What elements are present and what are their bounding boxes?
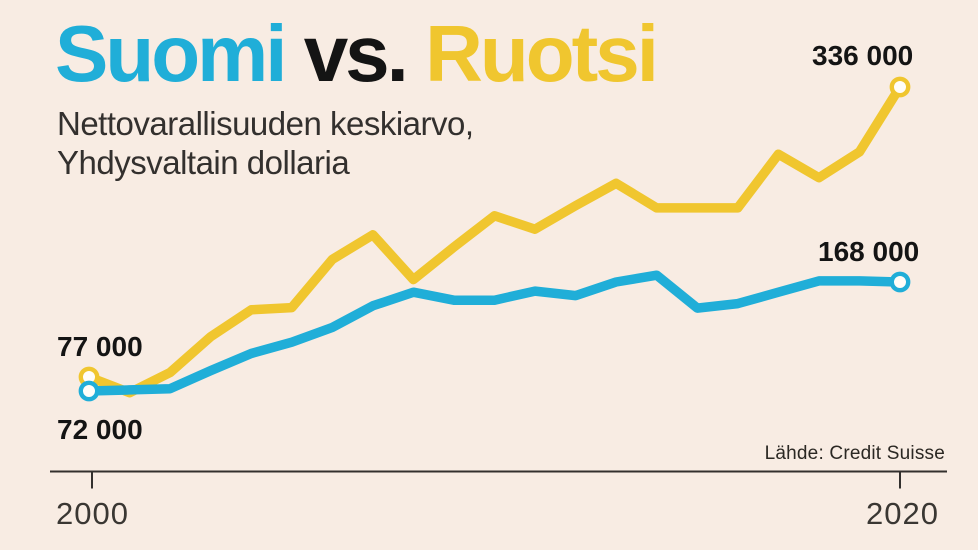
ruotsi-line — [84, 82, 905, 398]
ruotsi-end-value-label: 336 000 — [812, 40, 914, 71]
chart-subtitle-line1: Nettovarallisuuden keskiarvo, — [57, 105, 474, 142]
ruotsi-end-marker — [889, 76, 911, 98]
chart-subtitle-line2: Yhdysvaltain dollaria — [57, 144, 350, 181]
suomi-line — [84, 270, 905, 396]
title-ruotsi: Ruotsi — [425, 9, 659, 98]
x-axis-label-2020: 2020 — [866, 496, 939, 531]
title-vs-text: vs. — [303, 9, 409, 98]
suomi-end-value-label: 168 000 — [818, 236, 920, 267]
x-axis-label-2000: 2000 — [56, 496, 129, 531]
chart-subtitle: Nettovarallisuuden keskiarvo, Yhdysvalta… — [57, 104, 474, 182]
ruotsi-start-value-label: 77 000 — [57, 331, 143, 362]
source-credit: Lähde: Credit Suisse — [764, 443, 945, 464]
title-suomi: Suomi — [55, 9, 287, 98]
suomi-start-value-label: 72 000 — [57, 414, 143, 445]
chart-title: Suomi vs. Ruotsi — [55, 14, 659, 94]
suomi-end-marker — [889, 271, 911, 293]
suomi-start-marker — [78, 380, 100, 402]
